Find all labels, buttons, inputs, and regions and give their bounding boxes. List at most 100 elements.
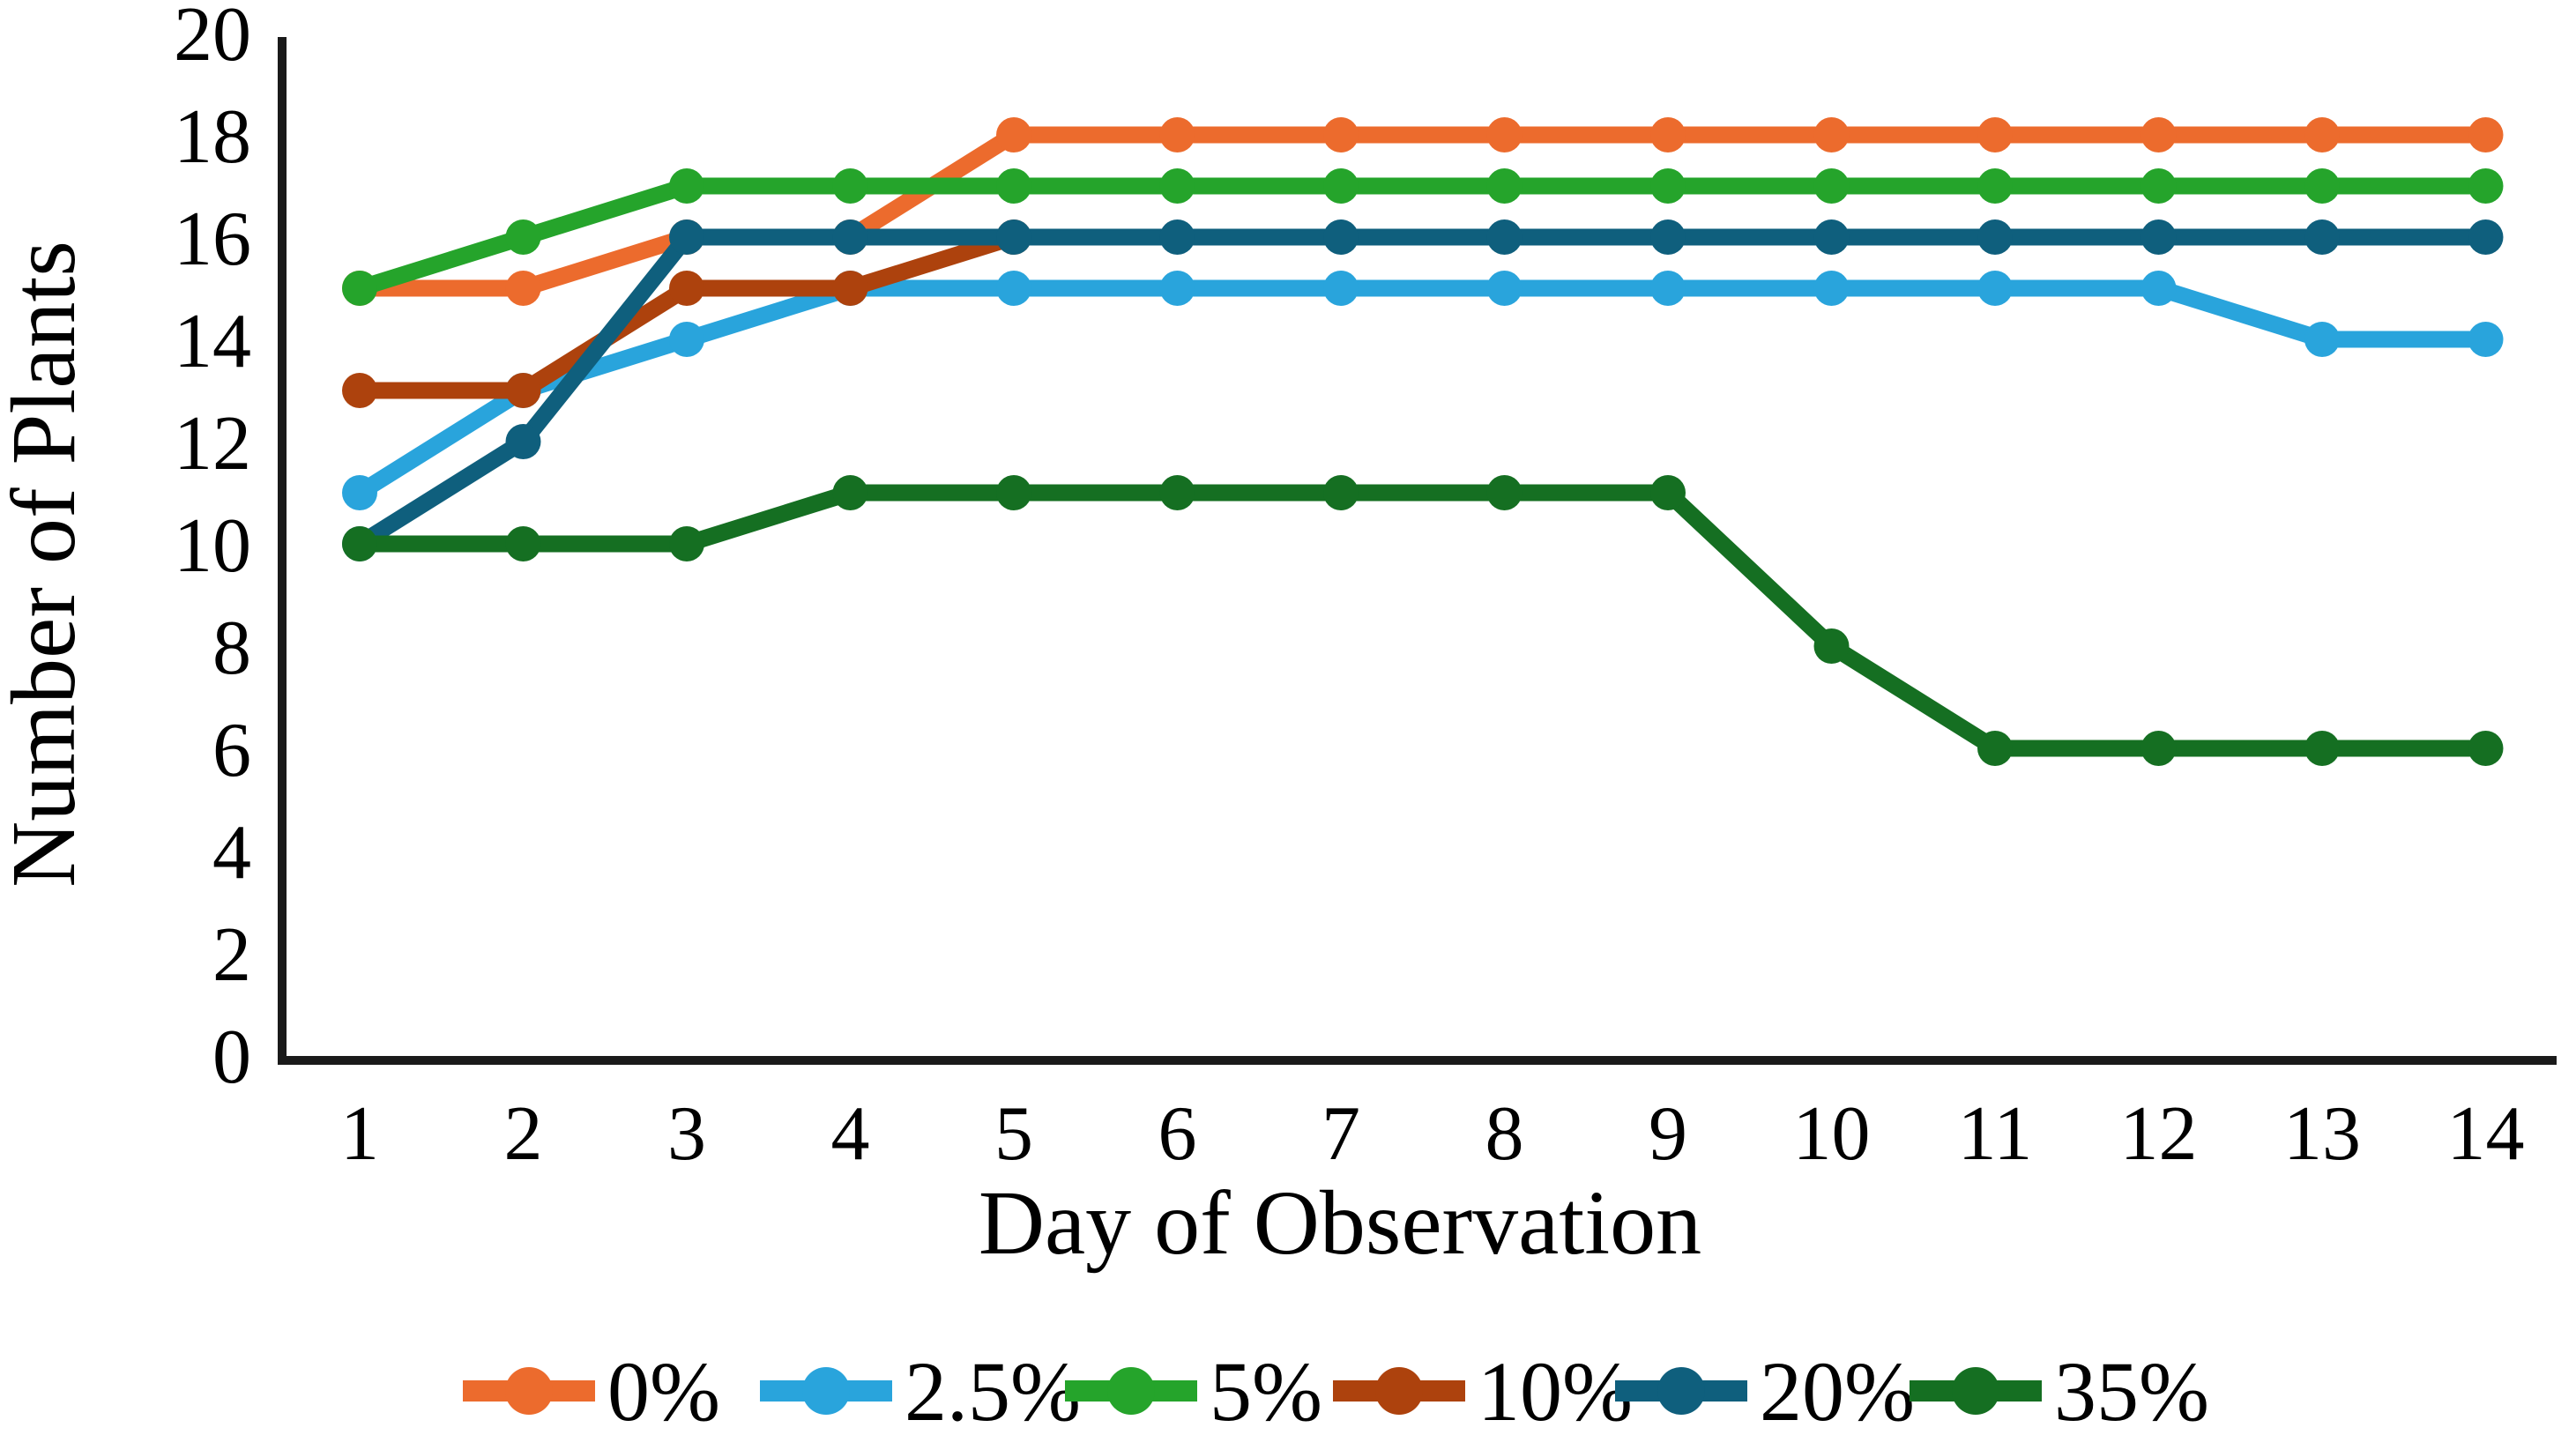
x-tick-label: 5 (994, 1091, 1033, 1177)
series-dot-0% (2304, 117, 2340, 152)
series-dot-0% (1159, 117, 1195, 152)
series-dot-35% (1813, 628, 1850, 664)
series-dot-5% (1486, 168, 1523, 204)
series-layer (342, 117, 2504, 766)
series-dot-5% (669, 168, 704, 204)
series-dot-5% (1323, 168, 1359, 204)
series-dot-5% (505, 219, 541, 255)
series-dot-5% (1159, 168, 1195, 204)
series-dot-35% (2304, 731, 2340, 766)
legend-item-20%: 20% (1615, 1344, 1915, 1435)
series-dot-20% (1977, 219, 2013, 255)
series-dot-0% (1813, 117, 1850, 152)
series-0% (342, 117, 2504, 306)
series-dot-35% (2140, 731, 2177, 766)
legend-item-2.5%: 2.5% (760, 1344, 1081, 1435)
series-dot-20% (1486, 219, 1523, 255)
x-tick-label: 6 (1158, 1091, 1197, 1177)
x-tick-label: 3 (667, 1091, 706, 1177)
series-dot-5% (1813, 168, 1850, 204)
y-tick-label: 4 (212, 810, 251, 896)
series-dot-0% (2140, 117, 2177, 152)
series-dot-2.5% (2304, 322, 2340, 357)
series-dot-35% (342, 526, 377, 561)
series-dot-20% (1323, 219, 1359, 255)
legend: 0% 2.5% 5% 10% 20% 35% (463, 1344, 2209, 1435)
series-dot-10% (505, 373, 541, 408)
y-tick-label: 10 (174, 503, 251, 589)
series-dot-20% (1159, 219, 1195, 255)
legend-item-10%: 10% (1333, 1344, 1633, 1435)
x-tick-labels: 1 2 3 4 5 6 7 8 9 10 11 12 13 14 (340, 1091, 2525, 1177)
x-tick-label: 11 (1958, 1091, 2033, 1177)
legend-marker-dot-2.5% (802, 1367, 850, 1415)
y-tick-label: 12 (174, 401, 251, 487)
series-dot-2.5% (996, 271, 1031, 306)
series-dot-20% (996, 219, 1031, 255)
series-dot-0% (505, 271, 541, 306)
y-tick-labels: 0 2 4 6 8 10 12 14 16 18 20 (174, 0, 251, 1100)
series-dot-35% (996, 475, 1031, 510)
x-tick-label: 4 (831, 1091, 870, 1177)
legend-label-0%: 0% (607, 1344, 720, 1435)
x-tick-label: 2 (504, 1091, 543, 1177)
series-dot-35% (2468, 731, 2504, 766)
y-tick-label: 14 (174, 299, 251, 384)
y-tick-label: 18 (174, 94, 251, 180)
series-line-20% (351, 228, 2494, 553)
legend-marker-dot-10% (1375, 1367, 1423, 1415)
series-dot-20% (2140, 219, 2177, 255)
legend-marker-dot-20% (1657, 1367, 1705, 1415)
series-dot-0% (1323, 117, 1359, 152)
x-tick-label: 1 (340, 1091, 379, 1177)
x-tick-label: 8 (1485, 1091, 1524, 1177)
legend-item-0%: 0% (463, 1344, 720, 1435)
series-dot-5% (1650, 168, 1686, 204)
series-dot-2.5% (669, 322, 704, 357)
legend-marker-dot-5% (1107, 1367, 1155, 1415)
series-dot-5% (832, 168, 868, 204)
legend-item-5%: 5% (1065, 1344, 1322, 1435)
y-tick-label: 8 (212, 606, 251, 691)
legend-label-5%: 5% (1210, 1344, 1322, 1435)
series-dot-20% (669, 219, 704, 255)
series-dot-10% (832, 271, 868, 306)
series-dot-20% (1650, 219, 1686, 255)
series-dot-35% (669, 526, 704, 561)
series-dot-35% (832, 475, 868, 510)
x-tick-label: 7 (1322, 1091, 1360, 1177)
x-tick-label: 10 (1793, 1091, 1871, 1177)
series-dot-2.5% (2140, 271, 2177, 306)
x-tick-label: 12 (2120, 1091, 2198, 1177)
y-tick-label: 20 (174, 0, 251, 78)
series-dot-35% (505, 526, 541, 561)
legend-marker-dot-0% (505, 1367, 553, 1415)
series-dot-5% (2468, 168, 2504, 204)
y-tick-label: 0 (212, 1015, 251, 1100)
series-dot-0% (1650, 117, 1686, 152)
legend-label-20%: 20% (1760, 1344, 1915, 1435)
series-dot-35% (1977, 731, 2013, 766)
series-dot-5% (2140, 168, 2177, 204)
series-dot-2.5% (1650, 271, 1686, 306)
legend-label-2.5%: 2.5% (905, 1344, 1081, 1435)
series-dot-5% (996, 168, 1031, 204)
series-line-2.5% (351, 279, 2494, 502)
series-dot-2.5% (1486, 271, 1523, 306)
series-dot-35% (1486, 475, 1523, 510)
legend-label-35%: 35% (2054, 1344, 2209, 1435)
series-dot-0% (1977, 117, 2013, 152)
y-tick-label: 2 (212, 912, 251, 998)
series-dot-2.5% (1159, 271, 1195, 306)
series-dot-5% (1977, 168, 2013, 204)
series-dot-20% (832, 219, 868, 255)
series-dot-5% (2304, 168, 2340, 204)
series-line-35% (351, 484, 2494, 757)
legend-item-35%: 35% (1910, 1344, 2209, 1435)
series-dot-2.5% (2468, 322, 2504, 357)
series-dot-35% (1323, 475, 1359, 510)
series-dot-35% (1650, 475, 1686, 510)
y-tick-label: 6 (212, 708, 251, 793)
